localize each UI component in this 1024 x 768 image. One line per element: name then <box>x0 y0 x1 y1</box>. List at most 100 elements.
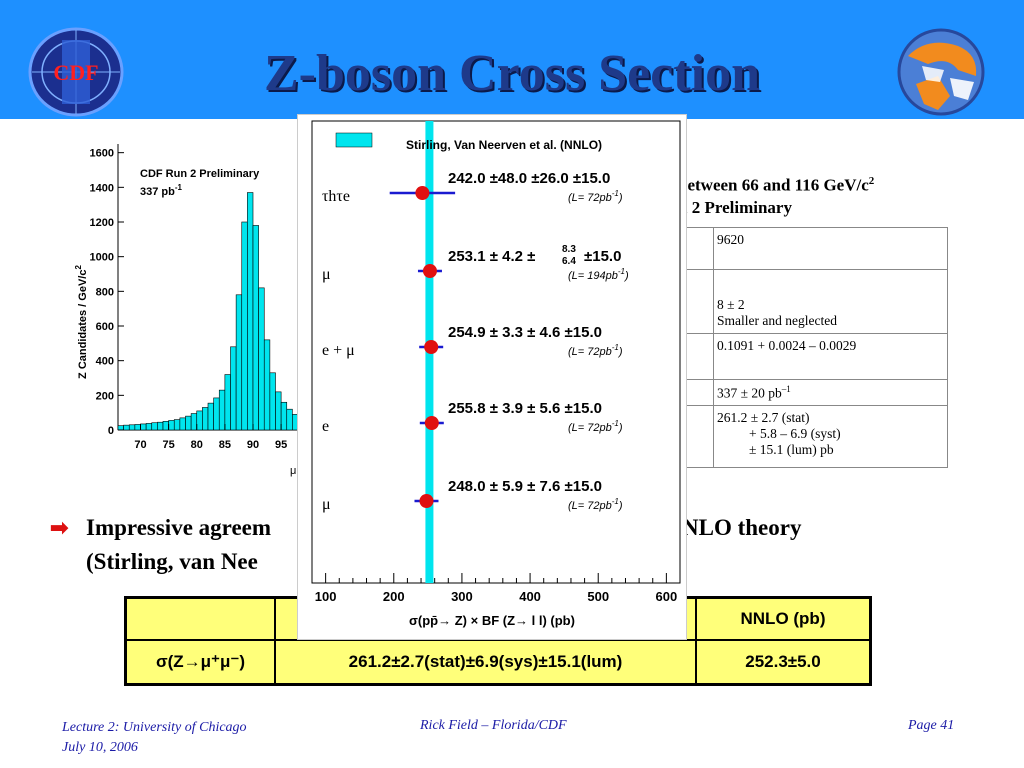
plot-frame <box>311 120 681 584</box>
data-point <box>424 416 439 430</box>
histogram-bar <box>213 397 220 431</box>
x-tick-label: 80 <box>191 439 203 451</box>
legend-swatch <box>335 132 373 148</box>
table-cell-line: + 5.8 – 6.9 (syst) <box>749 426 841 442</box>
x-axis-label: σ(pp̄→ Z) × BF (Z→ l l) (pb) <box>409 613 575 628</box>
bullet-text-right: NLO theory <box>682 515 802 540</box>
footer-lecture: Lecture 2: University of Chicago <box>62 720 247 735</box>
summary-header-sup: 2 <box>868 175 875 187</box>
histogram-ylabel-text: Z Candidates / GeV/c <box>77 270 89 379</box>
y-tick-label: 1400 <box>90 182 114 194</box>
event-summary-table: between 66 and 116 GeV/c2 n 2 Preliminar… <box>678 170 948 469</box>
channel-label: μ <box>322 266 331 283</box>
table-cell-sup: –1 <box>781 383 791 394</box>
measurement-points: τhτe 242.0 ±48.0 ±26.0 ±15.0 (L= 72pb-1) μ 2… <box>322 170 629 513</box>
table-row: 261.2 ± 2.7 (stat) + 5.8 – 6.9 (syst) ± 15… <box>678 405 948 469</box>
x-tick-label: 300 <box>451 589 473 604</box>
table-row: 9620 <box>678 226 948 270</box>
row-label: σ(Z→μ⁺μ⁻) <box>124 638 276 686</box>
histogram-bar <box>173 419 181 431</box>
table-cell-line: 261.2 ± 2.7 (stat) <box>717 410 810 426</box>
table-row: 337 ± 20 pb–1 <box>678 378 948 407</box>
y-tick-label: 400 <box>96 356 114 368</box>
nnlo-header: NNLO (pb) <box>695 596 872 641</box>
data-point <box>419 494 434 508</box>
histogram-bar <box>157 421 164 431</box>
histogram-bar <box>258 287 265 431</box>
summary-header-line2: n 2 Preliminary <box>678 197 792 217</box>
channel-label: μ <box>322 496 331 513</box>
plot-ticks: 100 200 300 400 500 600 <box>315 573 677 604</box>
histogram-bar <box>230 346 237 431</box>
y-tick-label: 1600 <box>90 148 114 160</box>
table-cell: 261.2 ± 2.7 (stat) + 5.8 – 6.9 (syst) ± 15… <box>713 405 948 469</box>
footer-page-number: Page 41 <box>908 718 955 733</box>
table-cell: 337 ± 20 pb–1 <box>713 378 948 407</box>
measurement-row: e 255.8 ± 3.9 ± 5.6 ±15.0 (L= 72pb-1) <box>322 400 623 435</box>
y-tick-label: 1200 <box>90 217 114 229</box>
histogram-bar <box>117 425 124 431</box>
histogram-bar <box>218 389 226 431</box>
summary-header-text: between 66 and 116 GeV/c <box>678 175 869 195</box>
histogram-bar <box>252 225 259 431</box>
histogram-bar <box>162 421 169 431</box>
histogram-bar <box>280 401 288 431</box>
bullet-text-line2: (Stirling, van Nee <box>86 549 258 574</box>
histogram-bar <box>185 415 192 431</box>
y-tick-label: 0 <box>108 425 114 437</box>
cross-section-panel: 100 200 300 400 500 600 Stirling, Van Neerven… <box>297 114 687 640</box>
x-tick-label: 90 <box>247 439 259 451</box>
table-cell: 0.1091 + 0.0024 – 0.0029 <box>713 332 948 380</box>
histogram-bar <box>286 408 293 431</box>
channel-label: τhτe <box>322 188 350 205</box>
y-tick-label: 800 <box>96 286 114 298</box>
channel-label: e <box>322 418 329 435</box>
x-tick-label: 100 <box>315 589 337 604</box>
measurement-row: μ 248.0 ± 5.9 ± 7.6 ±15.0 (L= 72pb-1) <box>322 478 623 513</box>
histogram-bar <box>207 402 214 431</box>
histogram-annotation: CDF Run 2 Preliminary <box>140 168 260 180</box>
title-banner <box>0 0 1024 119</box>
measurement-lumi-unc: ±15.0 <box>584 248 621 265</box>
histogram-bar <box>190 413 198 431</box>
measurement-syst-down: 6.4 <box>562 256 576 267</box>
histogram-ylabel: Z Candidates / GeV/c2 <box>74 265 89 379</box>
histogram-bar <box>145 423 153 431</box>
histogram-bar <box>168 420 175 431</box>
histogram-bar <box>196 410 203 431</box>
x-tick-label: 75 <box>163 439 175 451</box>
page-title: Z-boson Cross Section <box>263 45 760 102</box>
table-cell-line: 8 ± 2 <box>717 296 745 312</box>
histogram-bar <box>179 417 186 431</box>
x-tick-label: 500 <box>587 589 609 604</box>
measurement-row: τhτe 242.0 ±48.0 ±26.0 ±15.0 (L= 72pb-1) <box>322 170 623 205</box>
luminosity-label: (L= 194pb-1) <box>568 267 629 282</box>
data-point <box>422 264 437 278</box>
histogram-bar <box>292 414 298 431</box>
histogram-bar <box>247 192 254 431</box>
measurement-row: e + μ 254.9 ± 3.3 ± 4.6 ±15.0 (L= 72pb-1) <box>322 324 623 359</box>
measured-value: 261.2±2.7(stat)±6.9(sys)±15.1(lum) <box>274 638 697 686</box>
histogram-bar <box>128 424 136 431</box>
histogram-bar <box>123 424 130 431</box>
measurement-value: 242.0 ±48.0 ±26.0 ±15.0 <box>448 170 610 187</box>
table-cell: 9620 <box>713 226 948 270</box>
cdf-logo-text: CDF <box>53 60 98 85</box>
histogram-bar <box>140 423 147 431</box>
histogram-bar <box>269 372 276 431</box>
x-tick-label: 95 <box>275 439 287 451</box>
x-tick-label: 70 <box>134 439 146 451</box>
histogram-bar <box>275 391 282 431</box>
uf-logo <box>897 28 985 116</box>
luminosity-label: (L= 72pb-1) <box>568 189 623 204</box>
x-tick-label: 200 <box>383 589 405 604</box>
table-cell: 8 ± 2 Smaller and neglected <box>713 268 948 334</box>
histogram-lumi-value: 337 pb <box>140 186 175 198</box>
histogram-bars <box>117 192 298 431</box>
histogram-bar <box>151 422 158 431</box>
table-cell-line: ± 15.1 (lum) pb <box>749 442 834 458</box>
histogram-bar <box>241 221 248 431</box>
summary-header-line1: between 66 and 116 GeV/c2 <box>678 170 948 197</box>
histogram-bar <box>134 424 141 431</box>
bullet-text-left: Impressive agreem <box>86 515 272 540</box>
